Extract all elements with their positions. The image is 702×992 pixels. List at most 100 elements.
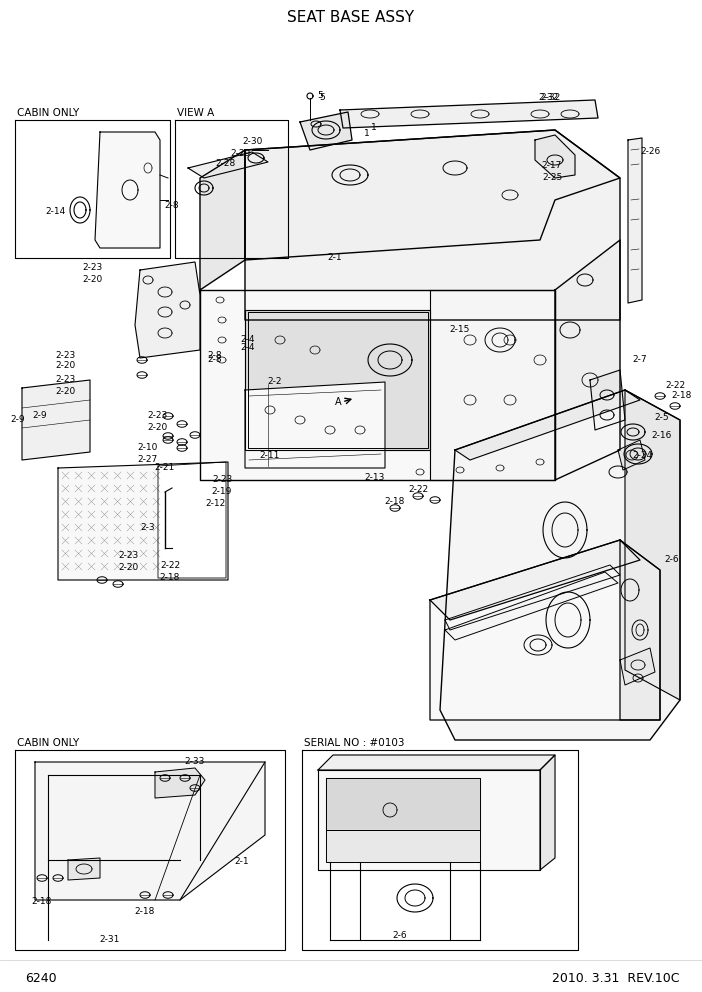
Text: 2-23: 2-23: [147, 412, 168, 421]
Polygon shape: [35, 762, 265, 900]
Polygon shape: [200, 290, 555, 480]
Text: 6240: 6240: [25, 971, 57, 984]
Text: 2-11: 2-11: [260, 451, 280, 460]
Polygon shape: [200, 150, 245, 290]
Text: 2-20: 2-20: [55, 360, 75, 369]
Polygon shape: [318, 770, 540, 870]
Text: 2-6: 2-6: [665, 556, 680, 564]
Text: 2-24: 2-24: [632, 450, 652, 459]
Polygon shape: [300, 112, 352, 150]
Polygon shape: [625, 390, 680, 700]
Text: 2-2: 2-2: [267, 378, 282, 387]
Polygon shape: [248, 312, 428, 448]
Polygon shape: [340, 100, 598, 128]
Polygon shape: [158, 462, 226, 578]
Text: 2-5: 2-5: [655, 414, 669, 423]
Polygon shape: [245, 130, 620, 260]
Polygon shape: [440, 390, 680, 740]
Text: 2-30: 2-30: [243, 138, 263, 147]
Text: SEAT BASE ASSY: SEAT BASE ASSY: [287, 11, 415, 26]
Text: 2-18: 2-18: [160, 572, 180, 581]
Text: 2-7: 2-7: [633, 355, 647, 364]
Text: 2-18: 2-18: [32, 898, 52, 907]
Text: 2-9: 2-9: [10, 416, 25, 425]
Text: CABIN ONLY: CABIN ONLY: [17, 108, 79, 118]
Text: 2-12: 2-12: [205, 500, 225, 509]
Text: 2-29: 2-29: [230, 150, 250, 159]
Text: 2-1: 2-1: [328, 254, 343, 263]
Text: 2-20: 2-20: [82, 276, 102, 285]
Polygon shape: [455, 390, 640, 460]
Text: 2-28: 2-28: [215, 160, 235, 169]
Polygon shape: [628, 138, 642, 303]
Polygon shape: [326, 778, 480, 830]
Polygon shape: [430, 540, 640, 620]
Text: 2-4: 2-4: [241, 343, 256, 352]
Text: 2-33: 2-33: [185, 758, 205, 767]
Polygon shape: [540, 755, 555, 870]
Text: 2-23: 2-23: [212, 475, 232, 484]
Text: 2-14: 2-14: [45, 207, 65, 216]
Text: SERIAL NO : #0103: SERIAL NO : #0103: [304, 738, 404, 748]
Text: 2-27: 2-27: [138, 455, 158, 464]
Polygon shape: [245, 382, 385, 468]
Polygon shape: [618, 440, 645, 470]
Text: 2-31: 2-31: [100, 935, 120, 944]
Polygon shape: [245, 130, 620, 320]
Polygon shape: [318, 755, 555, 770]
Text: 2-18: 2-18: [385, 498, 405, 507]
Polygon shape: [620, 648, 655, 685]
Polygon shape: [68, 858, 100, 880]
Polygon shape: [590, 370, 625, 430]
Text: 2-15: 2-15: [450, 325, 470, 334]
Text: 2-23: 2-23: [82, 264, 102, 273]
Text: 2-4: 2-4: [241, 335, 256, 344]
Polygon shape: [555, 240, 620, 480]
Polygon shape: [326, 830, 480, 862]
Polygon shape: [155, 768, 205, 798]
Text: 2-9: 2-9: [32, 412, 46, 421]
Text: 2-1: 2-1: [234, 857, 249, 866]
Text: 2-3: 2-3: [140, 524, 155, 533]
Polygon shape: [620, 540, 660, 720]
Text: 2-8: 2-8: [208, 355, 223, 364]
Text: 2-18: 2-18: [135, 908, 155, 917]
Polygon shape: [95, 132, 160, 248]
Text: CABIN ONLY: CABIN ONLY: [17, 738, 79, 748]
Text: 2-22: 2-22: [160, 560, 180, 569]
Text: 2-20: 2-20: [147, 424, 168, 433]
Text: 2-23: 2-23: [55, 350, 75, 359]
Polygon shape: [22, 380, 90, 460]
Polygon shape: [58, 462, 228, 580]
Text: 2-16: 2-16: [652, 431, 673, 439]
Polygon shape: [245, 310, 430, 450]
Text: 2-20: 2-20: [55, 388, 75, 397]
Text: 2-6: 2-6: [392, 930, 407, 939]
Polygon shape: [430, 290, 555, 480]
Text: 1: 1: [364, 130, 370, 139]
Text: 2-32: 2-32: [540, 92, 560, 101]
Polygon shape: [188, 152, 268, 178]
Text: 2-21: 2-21: [154, 463, 175, 472]
Text: 2-26: 2-26: [640, 148, 660, 157]
Text: 2-22: 2-22: [408, 485, 428, 494]
Text: 2-23: 2-23: [55, 376, 75, 385]
Polygon shape: [535, 135, 575, 178]
Text: 2-19: 2-19: [212, 487, 232, 497]
Text: 2-13: 2-13: [365, 473, 385, 482]
Text: 2-8: 2-8: [208, 350, 223, 359]
Text: 2-32: 2-32: [538, 92, 558, 101]
Text: 2-10: 2-10: [138, 443, 158, 452]
Text: 2-17: 2-17: [542, 161, 562, 170]
Text: 5: 5: [319, 92, 325, 101]
Text: 2-8: 2-8: [165, 200, 179, 209]
Text: 2-18: 2-18: [672, 392, 692, 401]
Text: 2010. 3.31  REV.10C: 2010. 3.31 REV.10C: [552, 971, 680, 984]
Polygon shape: [430, 540, 660, 720]
Polygon shape: [445, 572, 618, 640]
Text: A: A: [335, 397, 341, 407]
Text: 2-22: 2-22: [665, 381, 685, 390]
Text: 2-20: 2-20: [118, 562, 138, 571]
Text: 1: 1: [371, 123, 377, 133]
Text: VIEW A: VIEW A: [177, 108, 214, 118]
